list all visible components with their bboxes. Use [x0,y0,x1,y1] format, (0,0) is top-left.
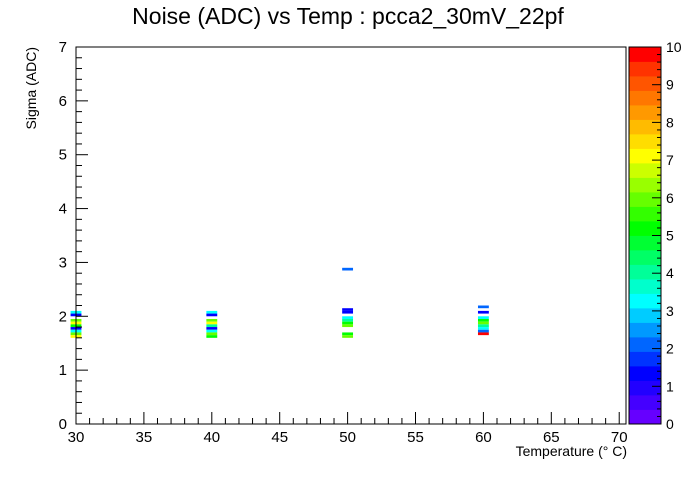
x-tick-label: 60 [475,429,492,446]
x-tick-label: 55 [407,429,424,446]
x-tick-label: 65 [543,429,560,446]
palette-tick-label: 9 [666,77,674,93]
palette-swatch [629,90,661,106]
palette-swatch [629,337,661,352]
palette-tick-label: 3 [666,303,674,319]
x-tick-label: 70 [611,429,628,446]
palette-swatch [629,119,661,135]
heatmap-cell [342,308,354,311]
palette-swatch [629,279,661,294]
heatmap-cell [342,316,354,319]
chart-title: Noise (ADC) vs Temp : pcca2_30mV_22pf [132,3,564,29]
x-tick-label: 45 [271,429,288,446]
palette-swatch [629,61,661,77]
heatmap-cell [342,335,354,338]
heatmap-cells [70,267,489,338]
palette-swatch [629,221,661,236]
palette-tick-label: 0 [666,416,674,432]
palette-tick-label: 5 [666,228,674,244]
heatmap-cell [342,310,354,314]
x-tick-label: 40 [203,429,220,446]
heatmap-cell [206,327,218,330]
x-axis-label: Temperature (° C) [516,443,627,459]
heatmap-cell [477,321,489,325]
palette-swatch [629,47,661,62]
palette-swatch [629,177,661,193]
x-tick-label: 30 [68,429,85,446]
heatmap-cell [477,305,489,309]
color-scale: 0 1 2 3 4 5 6 7 8 9 10 [628,39,682,432]
palette-swatch [629,192,661,207]
heatmap-cell [342,321,354,325]
palette-tick-label: 4 [666,265,674,281]
heatmap-cell [342,324,354,328]
palette-swatch [629,148,661,164]
heatmap-cell [206,313,218,317]
palette-swatch [629,105,661,120]
heatmap-cell [477,324,489,328]
palette-tick-label: 2 [666,341,674,357]
heatmap-cell [342,318,354,322]
heatmap-cell [477,332,489,336]
heatmap-cell [477,327,489,330]
palette-swatch [629,134,661,149]
palette-swatch [629,366,661,381]
y-tick-label: 4 [59,201,67,218]
heatmap-cell [477,318,489,322]
heatmap-cell [477,329,489,333]
y-tick-label: 3 [59,254,67,271]
heatmap-cell [477,310,489,314]
palette-swatch [629,163,661,178]
palette-swatch [629,293,661,309]
palette-swatch [629,395,661,410]
heatmap-cell [206,332,218,336]
heatmap-cell [206,324,218,328]
heatmap-cell [206,335,218,338]
heatmap-cell [342,267,354,271]
palette-swatch [629,380,661,396]
heatmap-cell [206,310,218,314]
palette-swatch [629,351,661,367]
palette-swatch [629,322,661,338]
palette-swatch [629,250,661,265]
palette-tick-label: 1 [666,378,674,394]
palette-tick-label: 10 [666,39,682,55]
y-axis-label: Sigma (ADC) [23,47,39,129]
heatmap-cell [477,316,489,319]
y-tick-label: 6 [59,93,67,110]
palette-swatch [629,235,661,251]
y-tick-label: 2 [59,308,67,325]
y-tick-label: 5 [59,147,67,164]
x-tick-label: 35 [136,429,153,446]
palette-swatch [629,308,661,323]
plot-frame [75,46,627,425]
x-tick-label: 50 [339,429,356,446]
heatmap-cell [206,329,218,333]
palette-swatch [629,206,661,222]
y-tick-label: 0 [59,416,67,433]
heatmap-cell [206,318,218,322]
heatmap-cell [206,321,218,325]
y-tick-label: 1 [59,362,67,379]
heatmap-cell [342,332,354,336]
palette-swatch [629,409,661,425]
palette-swatch [629,264,661,280]
palette-tick-label: 8 [666,114,674,130]
palette-tick-label: 7 [666,152,674,168]
palette-tick-label: 6 [666,190,674,206]
palette-swatch [629,76,661,91]
y-tick-label: 7 [59,39,67,56]
